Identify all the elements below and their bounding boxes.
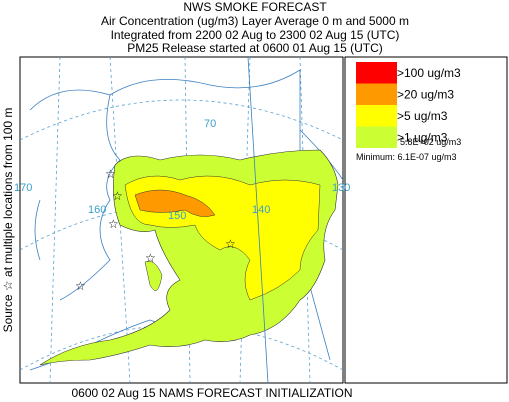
svg-text:☆: ☆ — [75, 279, 86, 293]
maximum: Maximum: 5.8E+02 ug/m3 — [356, 137, 461, 147]
svg-text:☆: ☆ — [112, 189, 123, 203]
smoke-area — [134, 189, 216, 217]
grid-label: 130 — [332, 182, 350, 194]
map: ☆ ☆ ☆ ☆ ☆ ☆ — [19, 56, 344, 384]
svg-text:☆: ☆ — [105, 167, 116, 181]
svg-text:☆: ☆ — [225, 237, 236, 251]
grid-label: 150 — [168, 210, 186, 222]
legend-label: >5 ug/m3 — [397, 109, 448, 123]
legend-label: >20 ug/m3 — [397, 88, 454, 102]
source-markers: ☆ ☆ ☆ ☆ ☆ ☆ — [75, 167, 236, 293]
legend-swatch — [356, 126, 397, 148]
smoke-area — [144, 261, 163, 291]
legend-swatch — [356, 105, 397, 127]
legend-label: >1 ug/m3 — [397, 131, 448, 145]
border — [247, 57, 269, 383]
grid-label: 140 — [252, 204, 270, 216]
grid-label: 70 — [204, 118, 216, 130]
subtitle: PM25 Release started at 0600 01 Aug 15 (… — [127, 41, 382, 55]
svg-text:☆: ☆ — [145, 251, 156, 265]
legend-swatch — [356, 62, 397, 84]
minimum: Minimum: 6.1E-07 ug/m3 — [356, 152, 457, 162]
svg-text:☆: ☆ — [108, 217, 119, 231]
legend-swatch — [356, 83, 397, 105]
footer: 0600 02 Aug 15 NAMS FORECAST INITIALIZAT… — [72, 386, 353, 400]
grid-label: 170 — [14, 182, 32, 194]
subtitle: Air Concentration (ug/m3) Layer Average … — [101, 14, 409, 28]
grid-label: 160 — [88, 204, 106, 216]
side-label: Source ☆ at multiple locations from 100 … — [1, 108, 15, 333]
legend-label: >100 ug/m3 — [397, 66, 461, 80]
title: NWS SMOKE FORECAST — [183, 0, 327, 14]
subtitle: Integrated from 2200 02 Aug to 2300 02 A… — [111, 28, 400, 42]
